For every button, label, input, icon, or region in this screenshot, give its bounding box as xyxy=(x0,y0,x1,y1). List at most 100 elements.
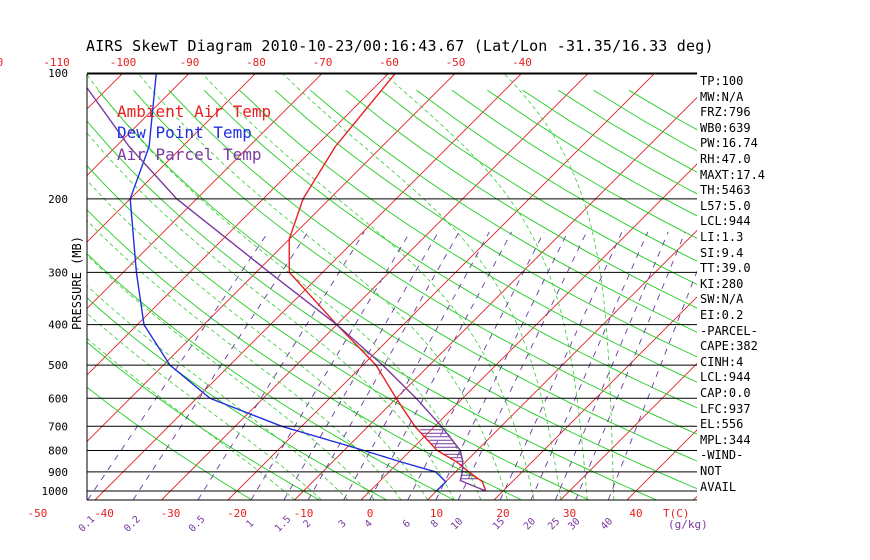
dry-adiabat-line xyxy=(97,90,697,490)
y-axis-label: PRESSURE (MB) xyxy=(70,236,84,330)
isotherm-line xyxy=(360,163,697,500)
mixing-ratio-line xyxy=(575,231,686,500)
stability-index-label: MW:N/A xyxy=(700,89,744,104)
mixing-ratio-tick-label: 2 xyxy=(301,518,313,530)
mixing-ratio-tick-label: 20 xyxy=(522,516,538,532)
mixing-ratio-line xyxy=(132,231,309,500)
top-temp-tick-label: -50 xyxy=(446,56,466,69)
moist-adiabat-line xyxy=(383,74,588,500)
mixing-ratio-tick-label: 0.5 xyxy=(187,514,208,535)
dry-adiabat-line xyxy=(87,253,455,500)
isotherm-line xyxy=(161,74,589,500)
mixing-ratio-tick-label: 10 xyxy=(449,516,465,532)
moist-adiabat-line xyxy=(87,312,322,500)
pressure-tick-label: 200 xyxy=(48,193,68,206)
stability-index-label: LCL:944 xyxy=(700,214,751,229)
top-temp-tick-label: -100 xyxy=(110,56,137,69)
top-temp-tick-label: -80 xyxy=(246,56,266,69)
mixing-ratio-line xyxy=(197,231,365,500)
isotherm-line xyxy=(87,74,190,177)
mixing-ratio-line xyxy=(283,231,439,500)
mixing-ratio-tick-label: 1.5 xyxy=(273,514,294,535)
stability-index-label: CAP:0.0 xyxy=(700,386,751,400)
mixing-ratio-tick-label: 0.2 xyxy=(122,514,143,535)
stability-index-label: CINH:4 xyxy=(700,354,744,369)
stability-index-label: -WIND- xyxy=(700,448,744,463)
stability-index-label: NOT xyxy=(700,464,722,478)
isotherm-line xyxy=(94,74,522,500)
bottom-temp-tick-label: -40 xyxy=(94,507,114,520)
top-temp-tick-label: -110 xyxy=(43,56,70,69)
pressure-tick-label: 100 xyxy=(48,67,68,80)
bottom-temp-tick-label: 30 xyxy=(563,507,576,520)
stability-index-label: LFC:937 xyxy=(700,401,751,416)
pressure-tick-label: 700 xyxy=(48,420,68,433)
stability-index-label: TT:39.0 xyxy=(700,261,751,276)
mixing-ratio-line xyxy=(457,231,588,500)
legend-dew-point-temp: Dew Point Temp xyxy=(117,123,252,142)
moist-adiabat-line xyxy=(87,285,349,500)
stability-index-label: PW:16.74 xyxy=(700,136,758,151)
isotherm-line xyxy=(227,74,655,500)
stability-index-label: LCL:944 xyxy=(700,370,751,385)
dry-adiabat-line xyxy=(451,89,697,239)
dry-adiabat-line xyxy=(133,89,697,462)
top-temp-tick-label: -60 xyxy=(379,56,399,69)
moist-adiabat-line xyxy=(87,74,482,500)
mixing-ratio-line xyxy=(250,231,411,500)
stability-index-label: L57:5.0 xyxy=(700,198,751,213)
dry-adiabat-line xyxy=(87,164,590,500)
mixing-ratio-tick-label: 4 xyxy=(363,518,375,530)
moist-adiabat-line xyxy=(138,74,508,500)
stability-index-label: MPL:344 xyxy=(700,432,751,447)
bottom-temp-tick-label: -10 xyxy=(294,507,314,520)
pressure-tick-label: 300 xyxy=(48,266,68,279)
isotherm-line xyxy=(294,96,697,500)
isotherm-line xyxy=(560,362,697,500)
dry-adiabat-line xyxy=(380,89,697,285)
isotherm-line xyxy=(87,74,389,376)
moist-adiabat-line xyxy=(87,179,428,500)
top-temp-tick-label: -120 xyxy=(0,56,3,69)
stability-index-label: SI:9.4 xyxy=(700,245,744,260)
pressure-tick-label: 1000 xyxy=(42,485,69,498)
stability-index-label: MAXT:17.4 xyxy=(700,167,766,182)
top-temp-tick-label: -90 xyxy=(180,56,200,69)
isotherm-line xyxy=(87,74,123,110)
stability-index-label: LI:1.3 xyxy=(700,230,744,244)
dry-adiabat-line xyxy=(87,209,522,500)
dry-adiabat-line xyxy=(87,341,320,500)
x-axis-unit-label: T(C) xyxy=(663,507,690,520)
mixing-ratio-tick-label: 1 xyxy=(244,518,256,530)
dry-adiabat-line xyxy=(345,89,697,309)
dry-adiabat-line xyxy=(87,120,657,500)
mixing-ratio-tick-label: 3 xyxy=(337,518,349,530)
dry-adiabat-line xyxy=(416,89,697,262)
mixing-ratio-tick-label: 8 xyxy=(429,518,441,530)
legend-ambient-air-temp: Ambient Air Temp xyxy=(117,102,272,121)
dry-adiabat-line xyxy=(274,89,697,358)
dry-adiabat-line xyxy=(487,89,697,217)
pressure-tick-label: 600 xyxy=(48,392,68,405)
stability-index-label: TH:5463 xyxy=(700,183,751,198)
pressure-tick-label: 800 xyxy=(48,444,68,457)
pressure-tick-label: 400 xyxy=(48,319,68,332)
stability-index-label: FRZ:796 xyxy=(700,105,751,120)
bottom-temp-tick-label: 40 xyxy=(629,507,642,520)
stability-index-label: CAPE:382 xyxy=(700,339,758,354)
pressure-tick-label: 900 xyxy=(48,466,68,479)
stability-index-label: RH:47.0 xyxy=(700,152,751,166)
dry-adiabat-line xyxy=(168,89,697,435)
mixing-ratio-tick-label: 6 xyxy=(401,518,413,530)
top-temp-tick-label: -40 xyxy=(512,56,532,69)
mixing-ratio-line xyxy=(343,231,490,500)
mixing-ratio-line xyxy=(499,231,623,500)
bottom-temp-tick-label: 0 xyxy=(367,507,374,520)
stability-index-label: KI:280 xyxy=(700,276,744,291)
stability-index-label: EI:0.2 xyxy=(700,308,744,322)
dry-adiabat-line xyxy=(522,89,697,195)
mixing-ratio-line xyxy=(87,231,269,500)
mixing-ratio-tick-label: 40 xyxy=(599,516,615,532)
mixing-ratio-line xyxy=(369,231,512,500)
